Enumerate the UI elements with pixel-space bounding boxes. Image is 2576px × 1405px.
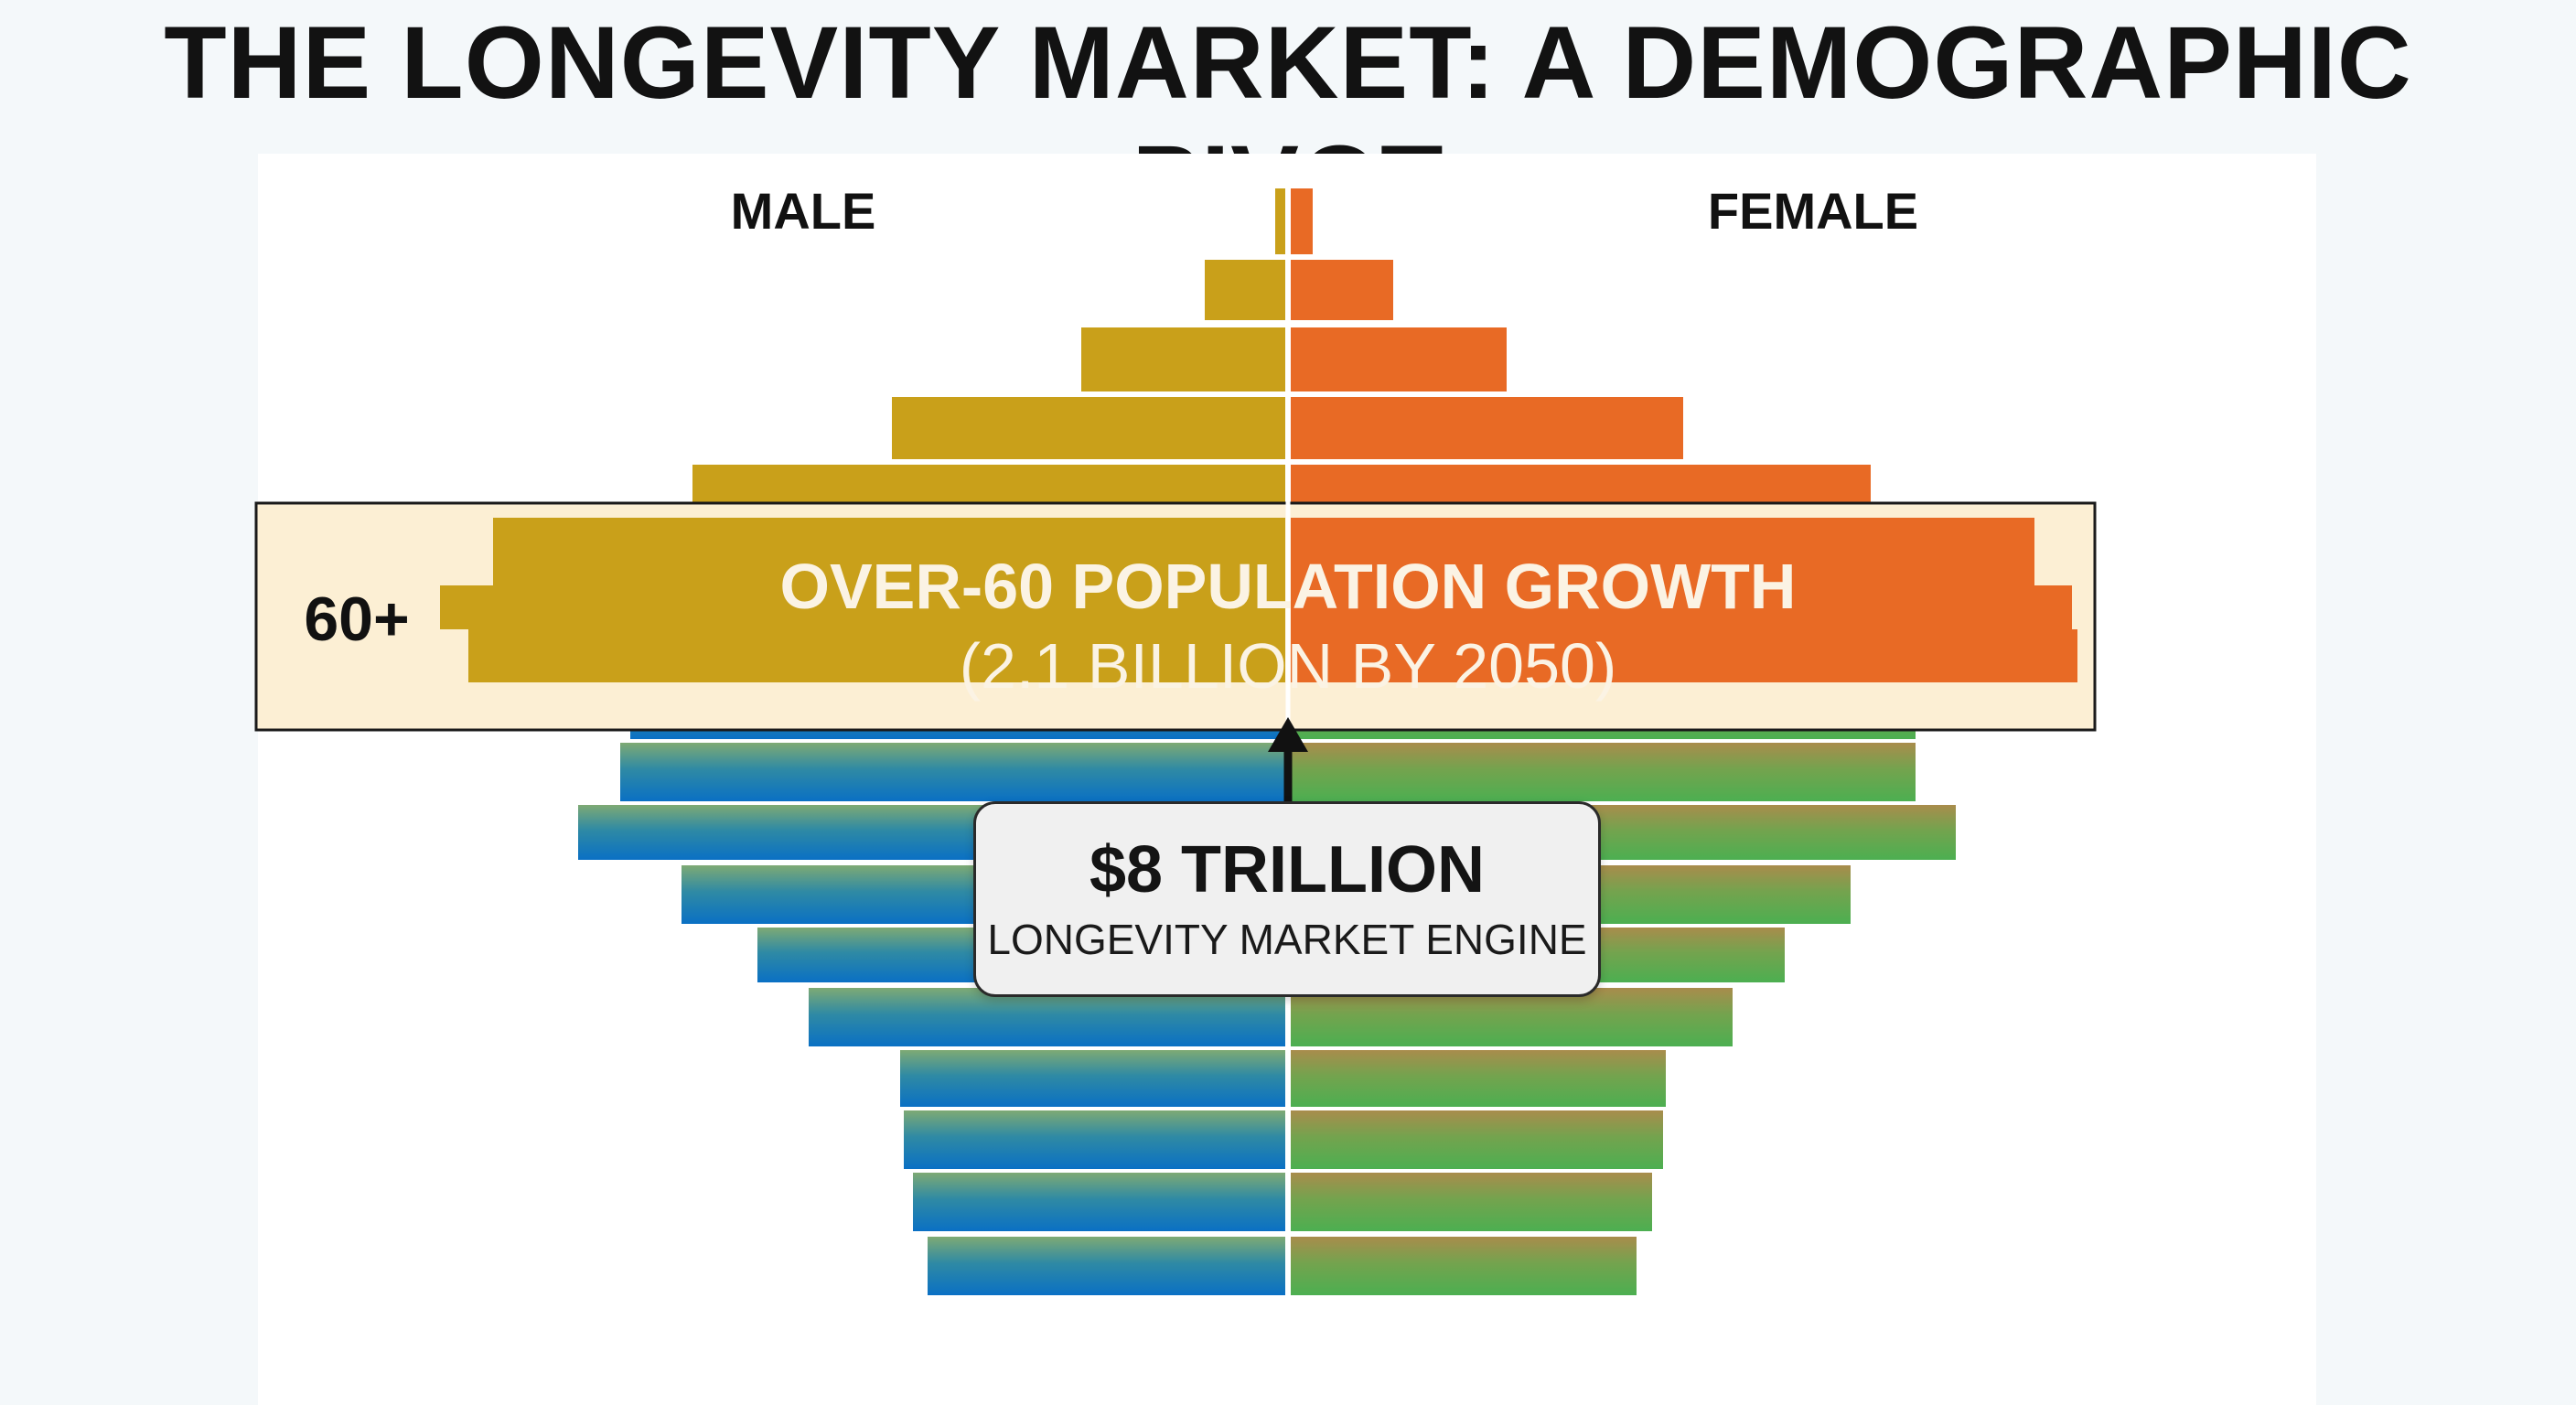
market-callout-box: $8 TRILLION LONGEVITY MARKET ENGINE [973, 801, 1601, 997]
female-label: FEMALE [1708, 182, 1918, 240]
callout-label: LONGEVITY MARKET ENGINE [987, 916, 1587, 963]
female-bar-1 [1291, 188, 1313, 254]
male-bar-1 [1275, 188, 1285, 254]
male-bar-15 [900, 1050, 1285, 1107]
male-label: MALE [731, 182, 876, 240]
female-bar-2 [1291, 260, 1393, 320]
female-bar-4 [1291, 397, 1683, 459]
male-bar-16 [904, 1110, 1285, 1169]
female-bar-16 [1291, 1110, 1663, 1169]
female-bar-7 [1291, 585, 2072, 629]
band-headline: OVER-60 POPULATION GROWTH [780, 551, 1797, 622]
female-bar-10 [1291, 743, 1916, 801]
male-bar-18 [928, 1237, 1285, 1295]
female-bar-8 [1291, 629, 2077, 682]
female-bar-18 [1291, 1237, 1637, 1295]
male-bar-3 [1081, 327, 1285, 391]
male-bar-5 [692, 465, 1285, 505]
male-bar-10 [620, 743, 1285, 801]
male-bar-17 [913, 1173, 1285, 1231]
pyramid-bars-band [440, 518, 2077, 682]
band-subtext: (2.1 BILLION BY 2050) [960, 630, 1617, 702]
female-bar-14 [1291, 988, 1733, 1046]
female-bar-3 [1291, 327, 1507, 391]
female-bar-6 [1291, 518, 2034, 596]
male-bar-14 [809, 988, 1285, 1046]
callout-arrow-head [1268, 717, 1308, 752]
pyramid-bars-background [578, 188, 1956, 1295]
age-band-label: 60+ [304, 585, 409, 654]
male-bar-8 [468, 629, 1285, 682]
male-bar-2 [1205, 260, 1285, 320]
female-bar-5 [1291, 465, 1871, 505]
female-bar-15 [1291, 1050, 1666, 1107]
callout-value: $8 TRILLION [1089, 833, 1486, 906]
male-bar-6 [493, 518, 1285, 596]
male-bar-7 [440, 585, 1285, 629]
male-bar-4 [892, 397, 1285, 459]
female-bar-17 [1291, 1173, 1652, 1231]
